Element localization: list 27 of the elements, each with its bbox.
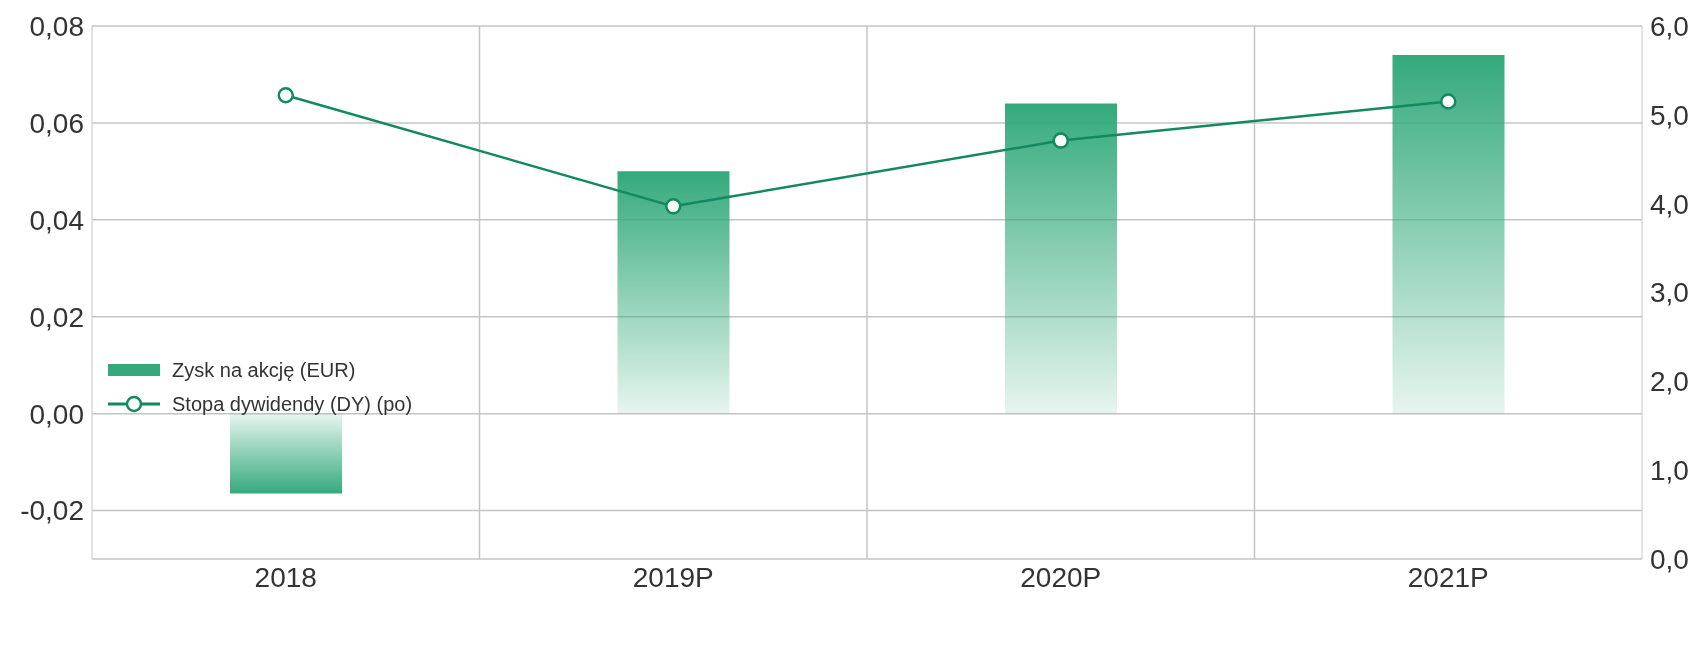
legend-label: Stopa dywidendy (DY) (po) bbox=[172, 392, 413, 416]
point bbox=[1052, 132, 1069, 149]
legend-label: Zysk na akcję (EUR) bbox=[172, 358, 356, 382]
bar bbox=[1392, 55, 1505, 414]
x-tick-label: 2018 bbox=[254, 561, 317, 593]
bar bbox=[230, 413, 342, 494]
y-tick-label: -0,02 bbox=[20, 495, 84, 527]
point bbox=[665, 198, 682, 215]
y2-tick-label: 0,0 bbox=[1650, 543, 1689, 575]
point bbox=[277, 87, 294, 104]
y-tick-label: 0,00 bbox=[29, 398, 84, 430]
y-tick-label: 0,02 bbox=[29, 301, 84, 333]
x-tick-label: 2020P bbox=[1020, 561, 1102, 593]
y-tick-label: 0,04 bbox=[29, 204, 84, 236]
y2-tick-label: 6,0 bbox=[1650, 10, 1689, 42]
y2-tick-label: 5,0 bbox=[1650, 99, 1689, 131]
y2-tick-label: 4,0 bbox=[1650, 188, 1689, 220]
y2-tick-label: 3,0 bbox=[1650, 277, 1689, 309]
y2-tick-label: 1,0 bbox=[1650, 455, 1689, 487]
x-tick-label: 2019P bbox=[632, 561, 714, 593]
y2-tick-label: 2,0 bbox=[1650, 366, 1689, 398]
point bbox=[1440, 93, 1457, 110]
bar bbox=[1005, 103, 1117, 414]
y-tick-label: 0,08 bbox=[29, 10, 84, 42]
x-tick-label: 2021P bbox=[1407, 561, 1489, 593]
y-tick-label: 0,06 bbox=[29, 107, 84, 139]
bar bbox=[617, 171, 730, 414]
